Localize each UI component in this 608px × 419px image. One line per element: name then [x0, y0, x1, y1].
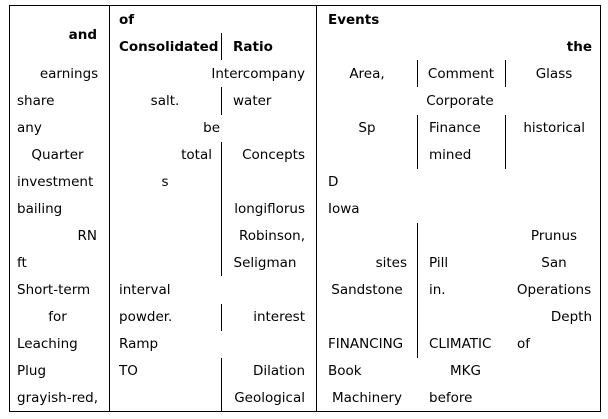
header-cell: Consolidated: [119, 39, 219, 55]
table-cell: Sp: [358, 120, 376, 136]
header-cell: and: [68, 27, 97, 43]
table-cell: Intercompany: [211, 66, 305, 82]
table-frame: [9, 5, 601, 412]
table-cell: water: [233, 93, 272, 109]
table-cell: San: [541, 255, 567, 271]
table-cell: salt.: [150, 93, 180, 109]
table-cell: Glass: [535, 66, 573, 82]
table-cell: Leaching: [17, 336, 78, 352]
table-cell: Depth: [550, 309, 592, 325]
table-cell: Quarter: [31, 147, 84, 163]
header-cell: Ratio: [233, 39, 273, 55]
table-cell: Comment: [427, 66, 495, 82]
column-separator: [417, 115, 418, 169]
table-cell: total: [181, 147, 212, 163]
table-cell: bailing: [17, 201, 63, 217]
table-cell: sites: [375, 255, 407, 271]
column-separator: [221, 358, 222, 412]
table-cell: Geological: [234, 390, 305, 406]
table-cell: Sandstone: [331, 282, 403, 298]
column-separator: [505, 60, 506, 87]
header-cell: Events: [328, 12, 380, 28]
table-cell: earnings: [39, 66, 99, 82]
table-cell: Machinery: [332, 390, 403, 406]
table-cell: longiflorus: [234, 201, 305, 217]
table-cell: in.: [429, 282, 446, 298]
column-separator: [505, 115, 506, 169]
table-cell: Robinson,: [238, 228, 305, 244]
table-cell: be: [203, 120, 220, 136]
table-cell: Area,: [349, 66, 385, 82]
table-cell: for: [48, 309, 67, 325]
table-cell: Prunus: [530, 228, 578, 244]
table-cell: historical: [523, 120, 585, 136]
table-cell: Concepts: [242, 147, 305, 163]
table-cell: any: [17, 120, 42, 136]
table-cell: Short-term: [17, 282, 91, 298]
table-cell: CLIMATIC: [429, 336, 492, 352]
table-cell: interest: [253, 309, 305, 325]
table-cell: investment: [17, 174, 94, 190]
table-cell: Pill: [429, 255, 449, 271]
table-cell: Dilation: [252, 363, 305, 379]
table-cell: Book: [328, 363, 362, 379]
table-cell: Finance: [429, 120, 481, 136]
table-cell: D: [328, 174, 339, 190]
table-cell: Corporate: [426, 93, 494, 109]
table-cell: powder.: [119, 309, 173, 325]
column-separator: [221, 304, 222, 331]
column-separator: [221, 142, 222, 276]
table-cell: MKG: [450, 363, 481, 379]
column-separator: [109, 5, 110, 412]
table-cell: mined: [429, 147, 472, 163]
column-separator: [221, 87, 222, 115]
table-cell: Operations: [516, 282, 592, 298]
table-cell: s: [161, 174, 169, 190]
table-cell: Plug: [17, 363, 47, 379]
table-cell: RN: [77, 228, 97, 244]
column-separator: [417, 223, 418, 358]
table-cell: FINANCING: [328, 336, 404, 352]
column-separator: [417, 60, 418, 87]
table-cell: TO: [119, 363, 138, 379]
table-cell: before: [429, 390, 473, 406]
column-separator: [221, 33, 222, 60]
table-cell: grayish-red,: [17, 390, 99, 406]
column-separator: [316, 5, 317, 412]
table-cell: share: [17, 93, 55, 109]
table-cell: Ramp: [119, 336, 159, 352]
table-cell: of: [517, 336, 531, 352]
table-cell: Seligman: [233, 255, 297, 271]
header-cell: of: [119, 12, 135, 28]
header-cell: the: [566, 39, 592, 55]
table-cell: ft: [17, 255, 27, 271]
table-cell: Iowa: [328, 201, 360, 217]
table-cell: interval: [119, 282, 171, 298]
